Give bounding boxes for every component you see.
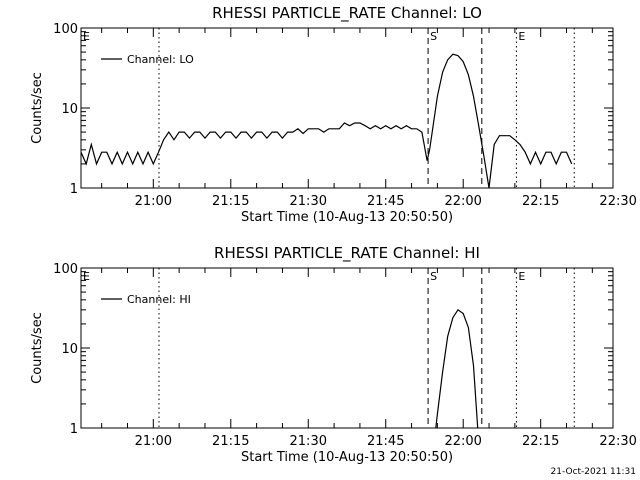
- y-tick-label: 100: [53, 262, 78, 277]
- x-tick-label: 21:30: [290, 434, 327, 449]
- x-tick-label: 22:00: [444, 434, 481, 449]
- x-tick-label: 21:00: [135, 194, 172, 209]
- series-line: [435, 308, 479, 429]
- x-axis-label: Start Time (10-Aug-13 20:50:50): [241, 210, 453, 225]
- chart-title: RHESSI PARTICLE_RATE Channel: HI: [214, 244, 480, 263]
- event-marker-label: E: [518, 30, 525, 43]
- x-tick-label: 21:15: [212, 434, 249, 449]
- event-marker-label: S: [430, 30, 437, 43]
- x-tick-label: 21:45: [367, 194, 404, 209]
- legend-label: Channel: LO: [127, 53, 194, 66]
- chart-title: RHESSI PARTICLE_RATE Channel: LO: [212, 4, 482, 23]
- plot-frame: [80, 267, 614, 429]
- x-tick-label: 21:15: [212, 194, 249, 209]
- event-marker-label: E: [518, 270, 525, 283]
- y-tick-label: 1: [70, 182, 78, 197]
- y-tick-label: 10: [61, 342, 78, 357]
- x-tick-label: 21:00: [135, 434, 172, 449]
- event-marker-label: E: [83, 270, 90, 283]
- x-axis-label: Start Time (10-Aug-13 20:50:50): [241, 450, 453, 465]
- event-marker-label: E: [83, 30, 90, 43]
- plot-frame: [80, 27, 614, 189]
- footer-timestamp: 21-Oct-2021 11:31: [551, 467, 636, 477]
- x-tick-label: 22:30: [599, 434, 636, 449]
- x-tick-label: 22:15: [522, 194, 559, 209]
- legend-label: Channel: HI: [127, 293, 191, 306]
- y-tick-label: 1: [70, 422, 78, 437]
- series-line: [80, 53, 573, 189]
- x-tick-label: 21:30: [290, 194, 327, 209]
- x-tick-label: 22:15: [522, 434, 559, 449]
- chart-lo: RHESSI PARTICLE_RATE Channel: LO 1 10 100 21…: [30, 4, 637, 225]
- x-tick-label: 22:00: [444, 194, 481, 209]
- chart-hi: RHESSI PARTICLE_RATE Channel: HI 1 10 100 21…: [30, 244, 637, 465]
- x-tick-label: 21:45: [367, 434, 404, 449]
- event-marker-label: S: [430, 270, 437, 283]
- y-tick-label: 10: [61, 102, 78, 117]
- y-tick-label: 100: [53, 22, 78, 37]
- y-axis-label: Counts/sec: [30, 312, 45, 384]
- y-axis-label: Counts/sec: [30, 72, 45, 144]
- x-tick-label: 22:30: [599, 194, 636, 209]
